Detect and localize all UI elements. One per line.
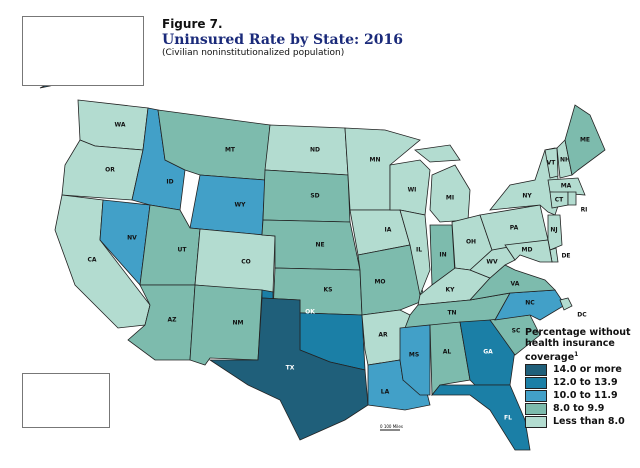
legend-title-text: Percentage without health insurance cove… xyxy=(525,327,631,364)
legend-swatch xyxy=(525,415,547,428)
state-sd xyxy=(262,169,351,223)
state-label: KY xyxy=(446,287,456,294)
state-al xyxy=(429,321,471,397)
legend-item: 12.0 to 13.9 xyxy=(525,376,635,389)
state-label: IA xyxy=(385,227,392,234)
state-label: SC xyxy=(512,328,521,335)
state-label: MA xyxy=(561,183,572,190)
state-label: AZ xyxy=(168,317,178,324)
state-label: NE xyxy=(315,242,324,249)
state-label: KS xyxy=(324,287,333,294)
state-nm xyxy=(189,284,263,366)
state-me xyxy=(564,104,606,176)
legend-item: 14.0 or more xyxy=(525,363,635,376)
state-label: UT xyxy=(178,247,188,254)
legend-swatch xyxy=(525,363,547,376)
legend-swatch xyxy=(525,402,547,415)
state-label: OR xyxy=(105,167,115,174)
state-label: NV xyxy=(127,235,137,242)
state-label: TN xyxy=(447,310,456,317)
map-title: Uninsured Rate by State: 2016 xyxy=(162,32,403,48)
state-ne xyxy=(261,219,361,271)
state-label: AL xyxy=(443,349,452,356)
state-label: MT xyxy=(225,147,236,154)
state-wy xyxy=(189,174,266,236)
state-label: OH xyxy=(466,239,476,246)
state-label: ND xyxy=(310,147,320,154)
legend-item: 10.0 to 11.9 xyxy=(525,389,635,402)
legend-label: 8.0 to 9.9 xyxy=(553,403,605,415)
state-label: DC xyxy=(577,312,587,319)
state-label: CT xyxy=(555,197,564,204)
state-label: RI xyxy=(581,207,588,214)
legend-item: 8.0 to 9.9 xyxy=(525,402,635,415)
state-nj xyxy=(547,214,563,251)
state-il xyxy=(399,209,431,297)
state-tx xyxy=(208,297,369,441)
hawaii-inset xyxy=(22,373,110,428)
figure-label: Figure 7. xyxy=(162,17,223,31)
state-label: IN xyxy=(439,252,446,259)
state-label: MS xyxy=(409,352,419,359)
scale-label: 0 100 Miles xyxy=(380,424,403,429)
state-label: VA xyxy=(511,281,520,288)
state-label: MI xyxy=(446,195,454,202)
legend-label: 10.0 to 11.9 xyxy=(553,390,618,402)
state-label: WI xyxy=(408,187,417,194)
state-fl xyxy=(431,384,531,451)
title-block: Figure 7. Uninsured Rate by State: 2016 … xyxy=(162,17,403,58)
state-label: NM xyxy=(233,320,244,327)
state-label: FL xyxy=(504,415,512,422)
state-mi xyxy=(429,164,471,223)
state-label: VT xyxy=(547,160,557,167)
legend-label: Less than 8.0 xyxy=(553,416,625,428)
state-label: NH xyxy=(560,157,570,164)
state-label: SD xyxy=(310,193,319,200)
state-label: GA xyxy=(483,349,493,356)
legend-label: 12.0 to 13.9 xyxy=(553,377,618,389)
map-subtitle: (Civilian noninstitutionalized populatio… xyxy=(162,48,345,58)
state-label: WY xyxy=(235,202,247,209)
state-dc xyxy=(559,297,573,311)
legend-item: Less than 8.0 xyxy=(525,415,635,428)
state-vt xyxy=(544,147,559,179)
state-label: ID xyxy=(166,179,173,186)
footnote-mark: 1 xyxy=(574,351,579,358)
state-label: ME xyxy=(580,137,590,144)
state-label: DE xyxy=(561,253,570,260)
state-or xyxy=(61,139,144,201)
state-label: MD xyxy=(522,247,533,254)
state-label: IL xyxy=(416,247,422,254)
state-label: PA xyxy=(510,225,519,232)
state-label: MO xyxy=(374,279,385,286)
state-label: NY xyxy=(522,193,532,200)
state-md xyxy=(504,239,553,263)
state-label: WV xyxy=(486,259,498,266)
legend-swatch xyxy=(525,389,547,402)
state-label: MN xyxy=(370,157,381,164)
state-ut xyxy=(139,204,201,286)
state-label: CO xyxy=(241,259,251,266)
legend-title: Percentage without health insurance cove… xyxy=(525,327,635,363)
state-co xyxy=(194,228,276,293)
state-label: NJ xyxy=(550,227,557,234)
alaska-inset xyxy=(22,16,144,86)
legend: Percentage without health insurance cove… xyxy=(525,327,635,428)
state-label: TX xyxy=(286,365,295,372)
state-wa xyxy=(77,99,149,151)
state-mi xyxy=(414,144,461,163)
state-label: NC xyxy=(525,300,535,307)
state-label: LA xyxy=(381,389,390,396)
state-nd xyxy=(264,124,349,176)
state-label: AR xyxy=(378,332,388,339)
state-label: CA xyxy=(87,257,96,264)
state-ma xyxy=(547,177,586,196)
state-label: WA xyxy=(115,122,126,129)
state-label: OK xyxy=(305,309,315,316)
legend-label: 14.0 or more xyxy=(553,364,622,376)
legend-swatch xyxy=(525,376,547,389)
state-ri xyxy=(567,191,577,206)
